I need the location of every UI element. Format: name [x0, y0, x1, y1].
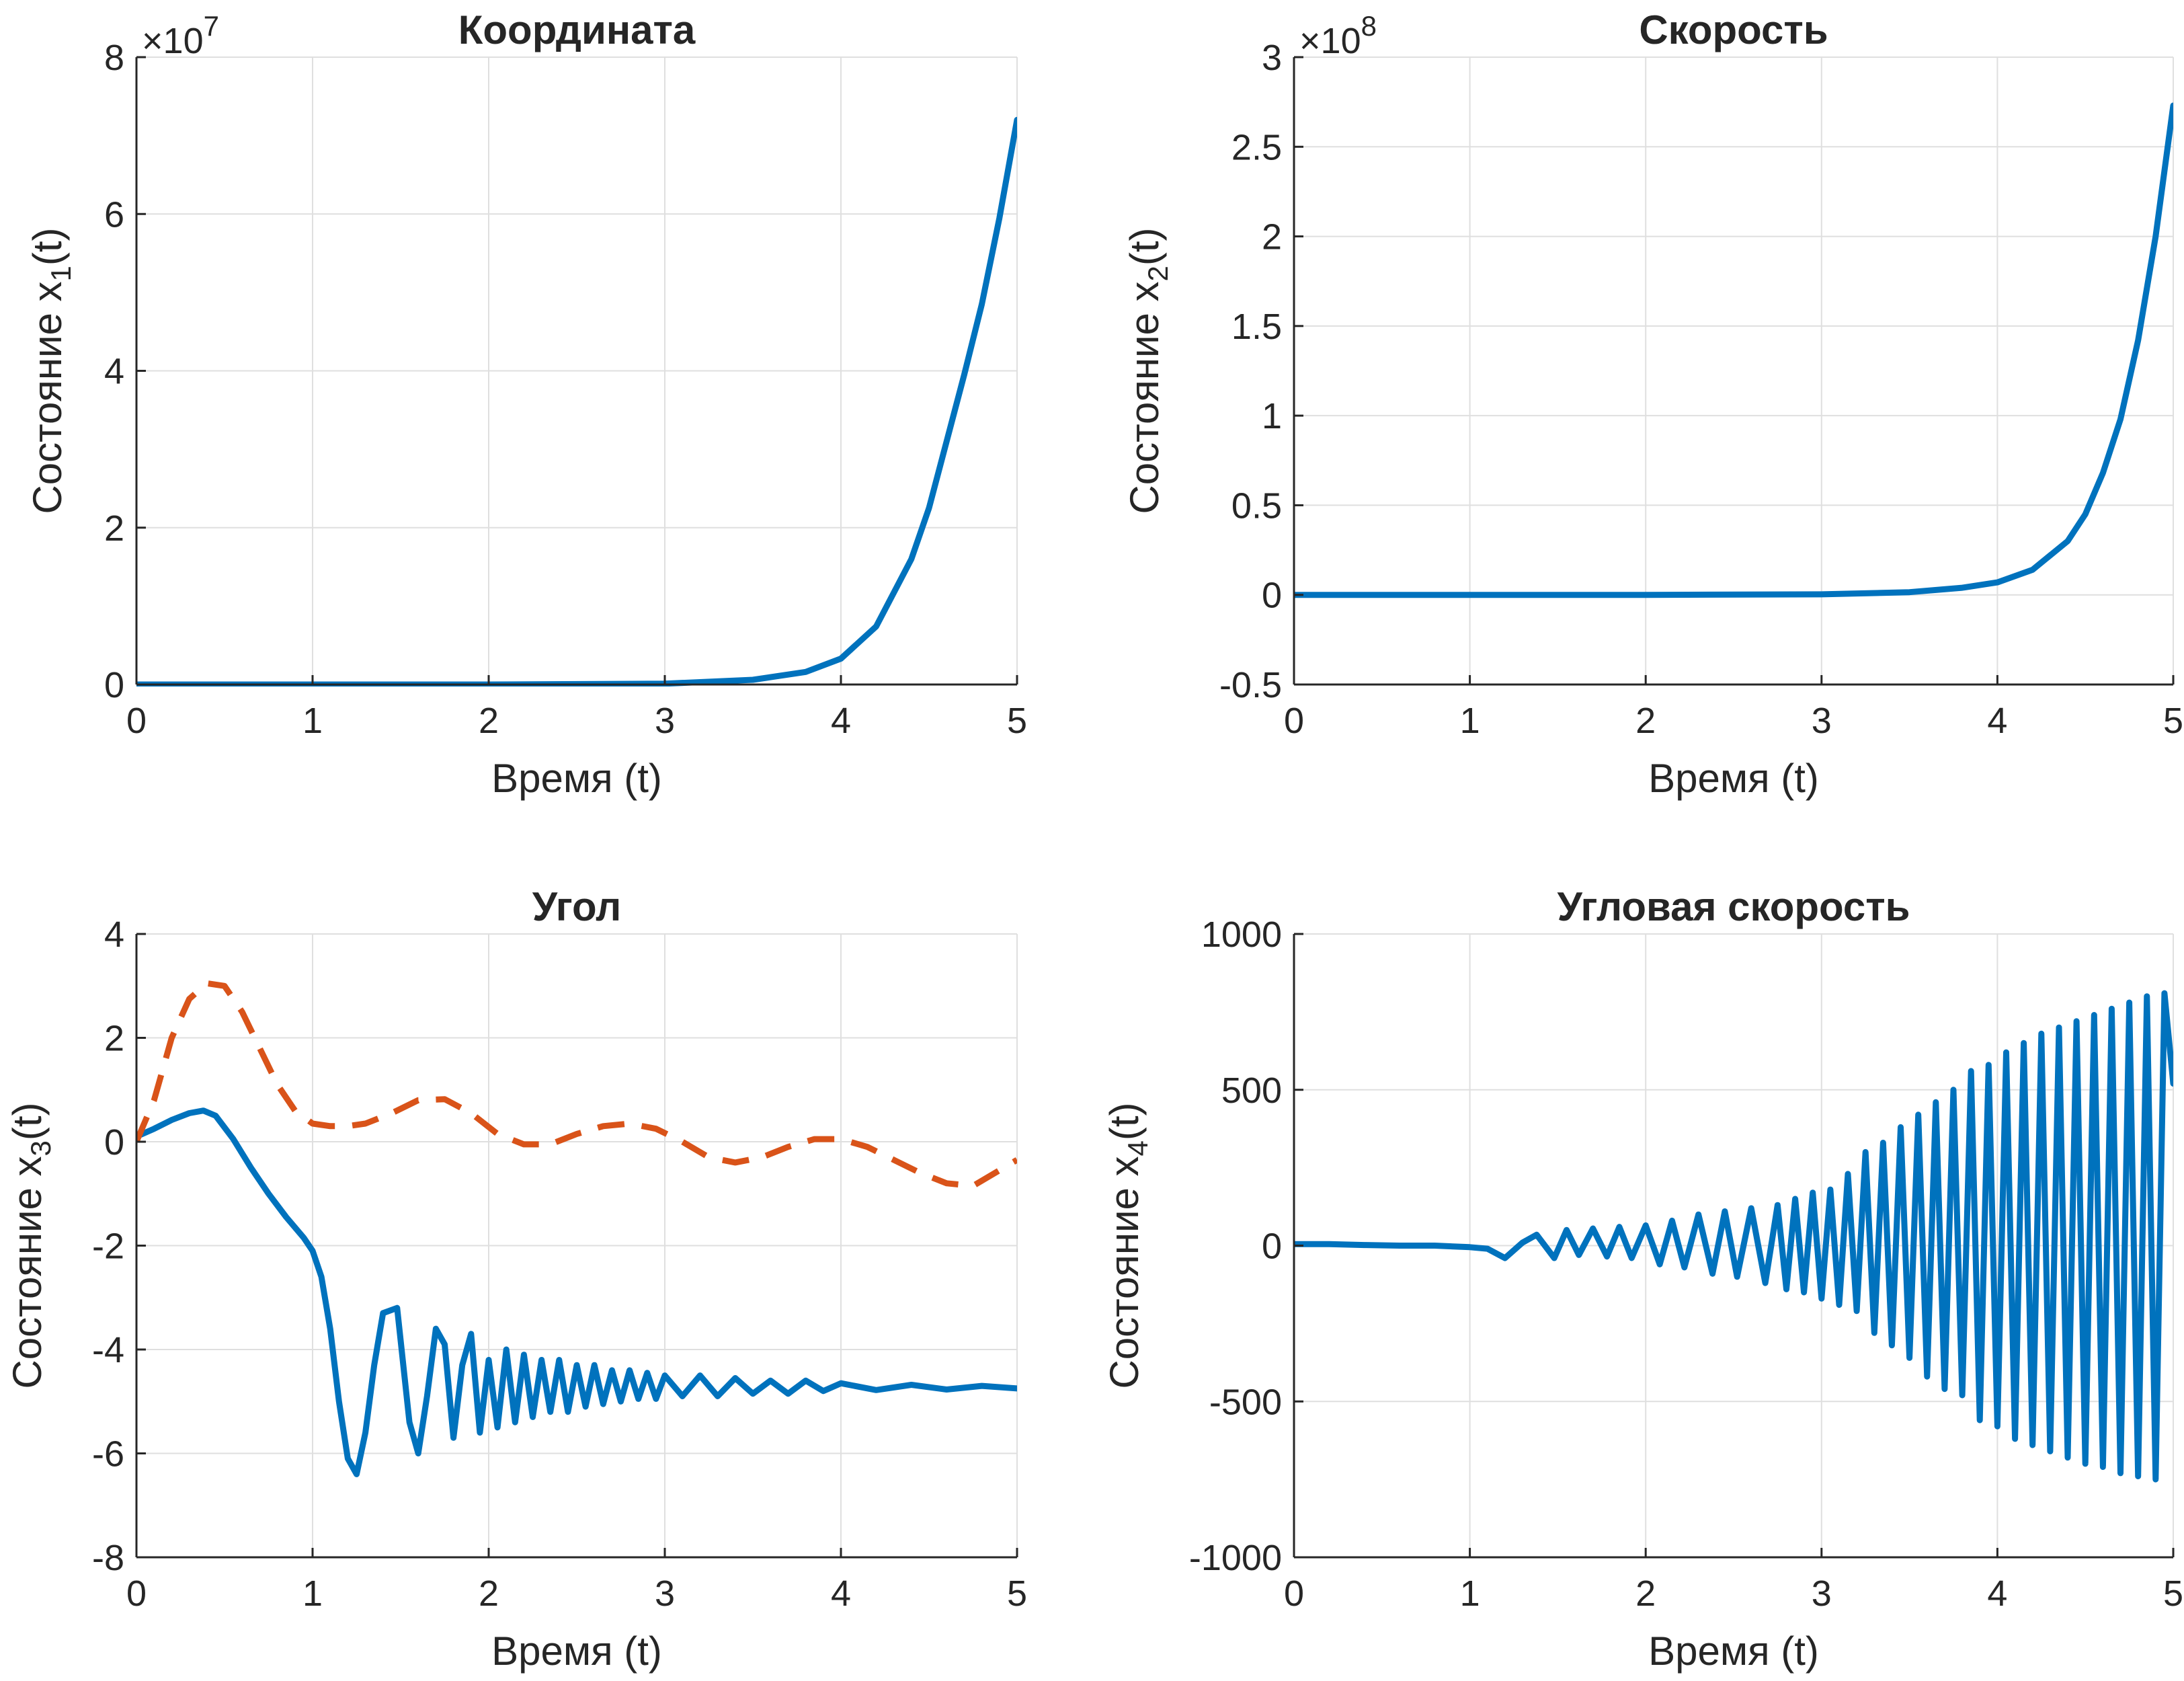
y-tick-label: 1000 — [1201, 914, 1282, 955]
x-tick-label: 0 — [126, 1573, 147, 1614]
y-tick-label: -1000 — [1189, 1538, 1282, 1578]
x-tick-label: 1 — [302, 1573, 323, 1614]
chart-title: Скорость — [1639, 7, 1828, 52]
x-tick-label: 4 — [1987, 1573, 2007, 1614]
y-tick-label: 1 — [1262, 396, 1282, 436]
chart-title: Угол — [532, 884, 622, 929]
x-axis-label: Время (t) — [1648, 1629, 1819, 1674]
y-tick-label: 0 — [1262, 1226, 1282, 1267]
axes: 0 1 2 3 4 5-0.500.511.522.53 — [1219, 38, 2183, 741]
x-tick-label: 0 — [1284, 1573, 1304, 1614]
x-tick-label: 0 — [126, 701, 147, 741]
x-axis-label: Время (t) — [1648, 756, 1819, 801]
y-tick-label: 500 — [1221, 1070, 1282, 1111]
x-axis-label: Время (t) — [491, 756, 662, 801]
x-tick-label: 4 — [831, 1573, 851, 1614]
chart-title: Угловая скорость — [1557, 884, 1910, 929]
y-tick-label: 2.5 — [1231, 127, 1282, 167]
y-tick-label: 2 — [104, 1019, 124, 1059]
y-tick-label: 3 — [1262, 38, 1282, 78]
y-axis-label: Состояние x3(t) — [5, 1102, 56, 1389]
y-tick-label: -0.5 — [1219, 665, 1282, 705]
y-axis-label: Состояние x2(t) — [1122, 227, 1174, 514]
x-tick-label: 5 — [2163, 701, 2183, 741]
x-tick-label: 5 — [2163, 1573, 2183, 1614]
chart-panel-1: 0 1 2 3 4 5 0 2 4 6 8 Координата Время (t) Состояние … — [25, 7, 1027, 801]
x-tick-label: 4 — [1987, 701, 2007, 741]
x-tick-label: 3 — [655, 701, 675, 741]
y-tick-label: 2 — [104, 508, 124, 549]
series-line-1 — [136, 1107, 1017, 1477]
x-tick-label: 1 — [1460, 701, 1480, 741]
axes: 0 1 2 3 4 5 -8 -6 -4 -2 0 2 4 — [92, 914, 1027, 1614]
y-tick-label: 4 — [104, 352, 124, 392]
axis-multiplier: ×108 — [1299, 10, 1377, 61]
y-tick-label: -500 — [1209, 1382, 1282, 1422]
x-tick-label: 2 — [1635, 1573, 1656, 1614]
x-tick-label: 0 — [1284, 701, 1304, 741]
y-axis-label: Состояние x4(t) — [1102, 1102, 1154, 1389]
x-tick-label: 4 — [831, 701, 851, 741]
chart-panel-4: 0 1 2 3 4 5 -1000 -500 0 500 1000 Угловая скорость В… — [1102, 884, 2183, 1674]
series-line-1 — [1294, 990, 2173, 1483]
axes: 0 1 2 3 4 5 0 2 4 6 8 — [104, 38, 1027, 741]
y-tick-label: 0 — [104, 665, 124, 705]
grid — [136, 56, 1018, 685]
axis-multiplier: ×107 — [142, 10, 219, 61]
x-tick-label: 2 — [479, 1573, 499, 1614]
y-tick-label: 0 — [1262, 576, 1282, 616]
x-tick-label: 2 — [479, 701, 499, 741]
y-tick-label: 0 — [104, 1122, 124, 1163]
y-tick-label: 6 — [104, 194, 124, 235]
y-tick-label: 2 — [1262, 217, 1282, 258]
x-tick-label: 1 — [302, 701, 323, 741]
x-tick-label: 1 — [1460, 1573, 1480, 1614]
y-tick-label: 8 — [104, 38, 124, 78]
y-tick-label: 1.5 — [1231, 307, 1282, 347]
y-tick-label: -8 — [92, 1538, 124, 1578]
y-tick-label: 4 — [104, 914, 124, 955]
series-line-2 — [136, 980, 1017, 1189]
y-axis-label: Состояние x1(t) — [25, 227, 77, 514]
x-tick-label: 2 — [1635, 701, 1656, 741]
chart-panel-3: 0 1 2 3 4 5 -8 -6 -4 -2 0 2 4 Угол Время (t) Состояние … — [5, 884, 1027, 1674]
x-tick-label: 3 — [655, 1573, 675, 1614]
x-tick-label: 3 — [1812, 1573, 1832, 1614]
x-axis-label: Время (t) — [491, 1629, 662, 1674]
axes: 0 1 2 3 4 5 -1000 -500 0 500 1000 — [1189, 914, 2183, 1614]
y-tick-label: 0.5 — [1231, 485, 1282, 526]
x-tick-label: 5 — [1007, 1573, 1027, 1614]
plot-area — [1294, 57, 2173, 685]
y-tick-label: -6 — [92, 1434, 124, 1475]
x-tick-label: 5 — [1007, 701, 1027, 741]
chart-title: Координата — [458, 7, 696, 52]
y-tick-label: -2 — [92, 1226, 124, 1267]
series-line-1 — [1294, 102, 2173, 598]
x-tick-label: 3 — [1812, 701, 1832, 741]
y-tick-label: -4 — [92, 1330, 124, 1370]
